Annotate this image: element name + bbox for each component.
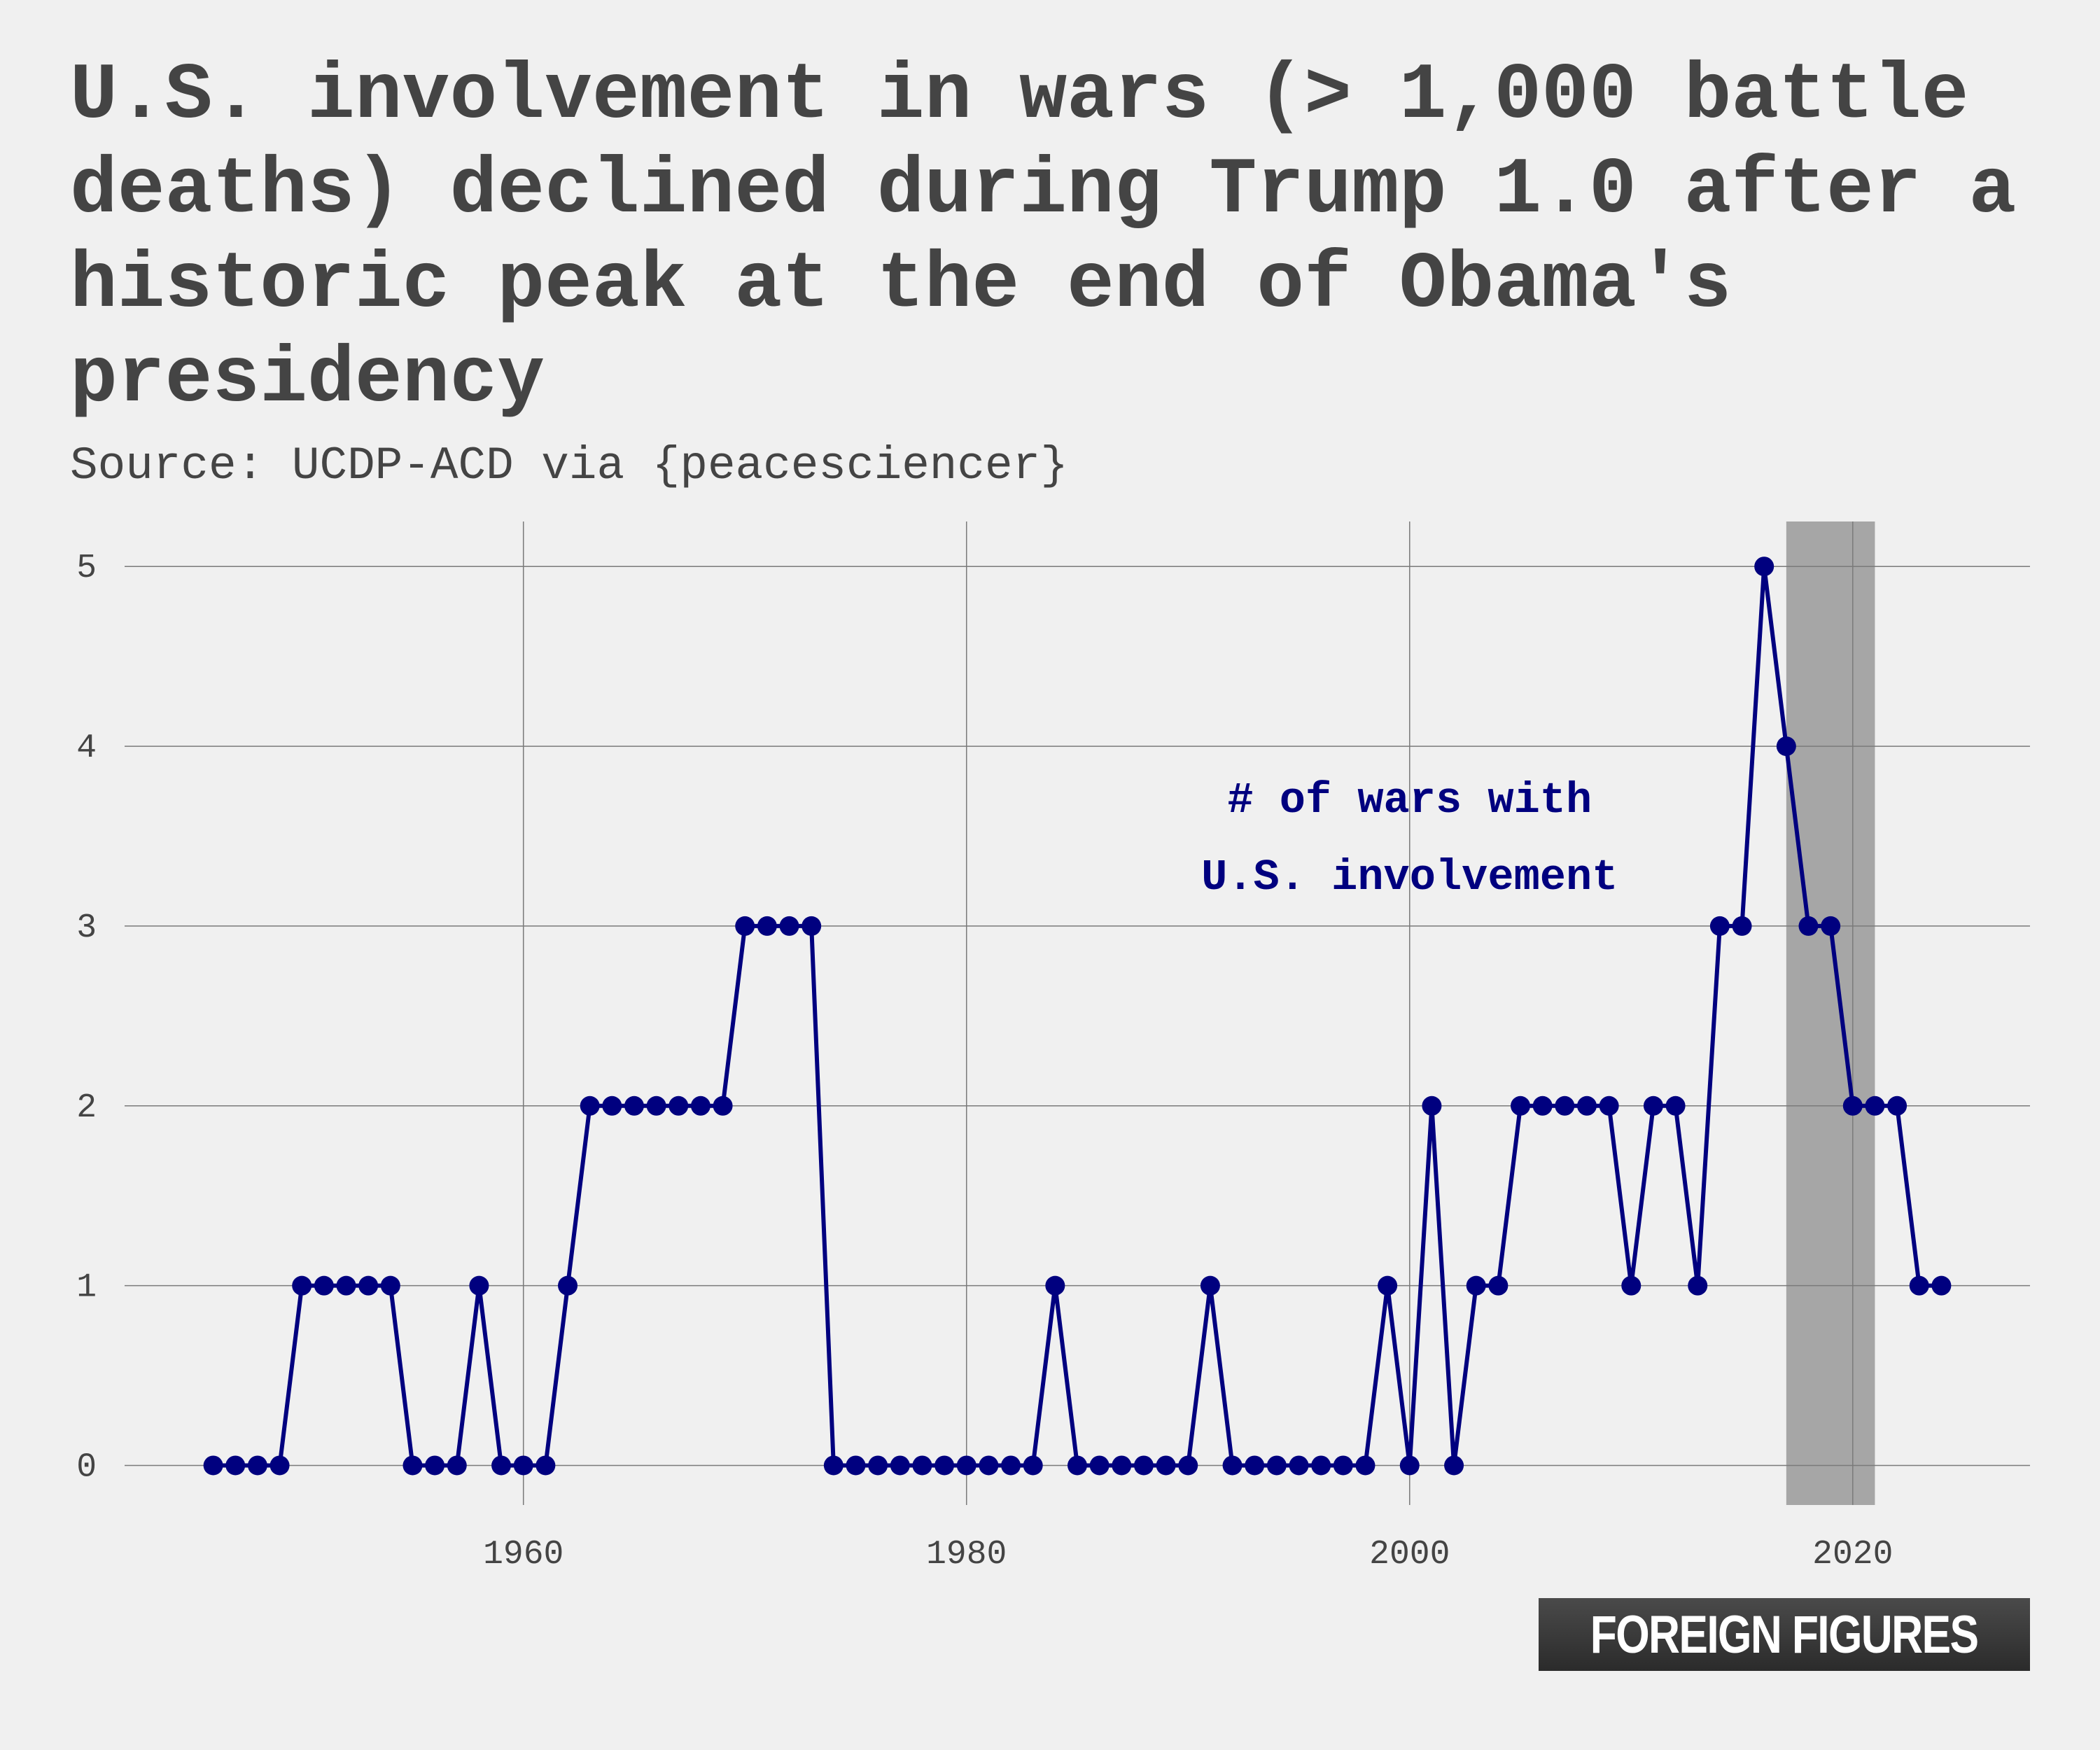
data-point bbox=[1511, 1096, 1531, 1116]
data-point bbox=[1156, 1455, 1176, 1476]
data-point bbox=[1245, 1455, 1265, 1476]
data-point bbox=[1798, 916, 1819, 936]
data-point bbox=[1688, 1275, 1708, 1296]
chart-subtitle: Source: UCDP-ACD via {peacesciencer} bbox=[70, 440, 1068, 492]
data-point bbox=[1289, 1455, 1309, 1476]
data-point bbox=[1378, 1275, 1398, 1296]
data-point bbox=[580, 1096, 600, 1116]
y-tick-label: 5 bbox=[76, 550, 97, 587]
data-point bbox=[934, 1455, 955, 1476]
data-point bbox=[536, 1455, 556, 1476]
y-tick-label: 1 bbox=[76, 1269, 97, 1307]
data-point bbox=[1266, 1455, 1287, 1476]
series-line bbox=[213, 564, 1942, 1468]
x-tick-label: 1980 bbox=[926, 1536, 1007, 1574]
data-point bbox=[1732, 916, 1752, 936]
data-point bbox=[624, 1096, 644, 1116]
data-point bbox=[956, 1455, 976, 1476]
data-point bbox=[1776, 736, 1796, 757]
data-point bbox=[1821, 916, 1841, 936]
data-point bbox=[1068, 1455, 1087, 1476]
data-point bbox=[1842, 1096, 1863, 1116]
data-point bbox=[1665, 1096, 1686, 1116]
data-point bbox=[1399, 1455, 1420, 1476]
x-tick-label: 2020 bbox=[1812, 1536, 1893, 1574]
data-point bbox=[668, 1096, 689, 1116]
data-point bbox=[912, 1455, 932, 1476]
data-point bbox=[713, 1096, 733, 1116]
data-point bbox=[1355, 1455, 1376, 1476]
y-tick-label: 2 bbox=[76, 1089, 97, 1127]
data-point bbox=[1178, 1455, 1198, 1476]
highlight-band bbox=[1786, 522, 1875, 1505]
chart-title: U.S. involvement in wars (> 1,000 battle… bbox=[70, 51, 2017, 424]
data-point bbox=[558, 1275, 578, 1296]
data-point bbox=[846, 1455, 866, 1476]
data-point bbox=[402, 1455, 423, 1476]
y-tick-label: 4 bbox=[76, 729, 97, 767]
data-point bbox=[890, 1455, 910, 1476]
data-point bbox=[1643, 1096, 1663, 1116]
data-point bbox=[1001, 1455, 1021, 1476]
data-point bbox=[779, 916, 799, 936]
x-tick-label: 1960 bbox=[483, 1536, 564, 1574]
data-point bbox=[1089, 1455, 1110, 1476]
foreign-figures-logo: FOREIGN FIGURES bbox=[1539, 1598, 2030, 1671]
logo-text: FOREIGN FIGURES bbox=[1590, 1604, 1979, 1665]
data-point bbox=[1555, 1096, 1575, 1116]
data-point bbox=[1422, 1096, 1442, 1116]
data-point bbox=[270, 1455, 290, 1476]
data-point bbox=[1754, 556, 1774, 577]
data-point bbox=[979, 1455, 999, 1476]
data-point bbox=[1444, 1455, 1464, 1476]
data-point bbox=[1023, 1455, 1043, 1476]
data-point bbox=[602, 1096, 622, 1116]
data-point bbox=[203, 1455, 223, 1476]
data-point bbox=[1621, 1275, 1642, 1296]
series-annotation: # of wars with bbox=[1227, 776, 1592, 825]
data-point bbox=[1133, 1455, 1154, 1476]
data-point bbox=[380, 1275, 400, 1296]
data-point bbox=[469, 1275, 489, 1296]
data-point bbox=[1112, 1455, 1132, 1476]
x-tick-label: 2000 bbox=[1369, 1536, 1450, 1574]
data-point bbox=[225, 1455, 246, 1476]
data-point bbox=[1909, 1275, 1929, 1296]
y-tick-label: 0 bbox=[76, 1448, 97, 1486]
data-point bbox=[646, 1096, 666, 1116]
data-point bbox=[1200, 1275, 1220, 1296]
data-point bbox=[292, 1275, 312, 1296]
data-point bbox=[1931, 1275, 1952, 1296]
data-point bbox=[1887, 1096, 1907, 1116]
data-point bbox=[735, 916, 755, 936]
data-point bbox=[358, 1275, 379, 1296]
data-point bbox=[247, 1455, 267, 1476]
data-point bbox=[336, 1275, 356, 1296]
data-point bbox=[1333, 1455, 1353, 1476]
data-point bbox=[314, 1275, 334, 1296]
data-point bbox=[1576, 1096, 1597, 1116]
y-tick-label: 3 bbox=[76, 909, 97, 947]
data-point bbox=[447, 1455, 467, 1476]
series-annotation: U.S. involvement bbox=[1201, 853, 1618, 902]
data-point bbox=[1222, 1455, 1242, 1476]
data-point bbox=[868, 1455, 888, 1476]
data-point bbox=[823, 1455, 844, 1476]
data-point bbox=[425, 1455, 445, 1476]
data-point bbox=[802, 916, 822, 936]
data-point bbox=[690, 1096, 710, 1116]
data-point bbox=[757, 916, 777, 936]
data-point bbox=[1466, 1275, 1486, 1296]
data-point bbox=[1532, 1096, 1553, 1116]
data-point bbox=[1865, 1096, 1885, 1116]
data-point bbox=[491, 1455, 512, 1476]
data-point bbox=[1599, 1096, 1619, 1116]
data-point bbox=[513, 1455, 533, 1476]
data-point bbox=[1045, 1275, 1065, 1296]
data-point bbox=[1488, 1275, 1508, 1296]
data-point bbox=[1311, 1455, 1331, 1476]
data-point bbox=[1709, 916, 1730, 936]
